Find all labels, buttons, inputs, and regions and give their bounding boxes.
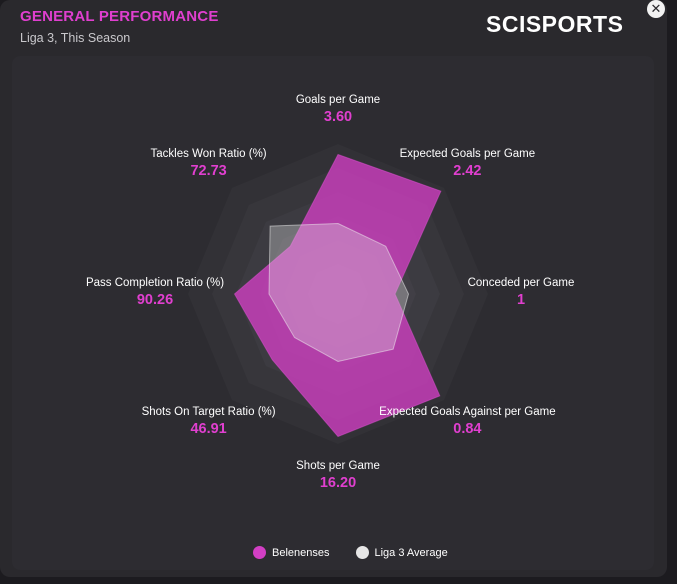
axis-label-3: Conceded per Game 1 (411, 277, 631, 308)
brand-logo: SCISPORTS (486, 11, 624, 37)
radar-series (233, 153, 442, 438)
series-liga-3-average[interactable] (268, 222, 410, 363)
axis-value: 2.42 (453, 162, 482, 179)
axis-label-2: Expected Goals per Game 2.42 (357, 148, 577, 179)
legend-swatch-belenenses (253, 546, 266, 559)
axis-value: 16.20 (319, 475, 357, 491)
axis-name: Conceded per Game (467, 277, 575, 289)
axis-value: 1 (516, 292, 526, 308)
axis-label-4: Expected Goals Against per Game 0.84 (357, 406, 577, 437)
axis-value: 90.26 (136, 292, 174, 308)
axis-label-6: Shots On Target Ratio (%) 46.91 (99, 406, 319, 437)
axis-value: 3.60 (323, 109, 353, 125)
axis-name: Expected Goals Against per Game (379, 406, 556, 419)
axis-value: 72.73 (190, 162, 227, 179)
axis-name: Goals per Game (295, 94, 381, 106)
axis-value: 0.84 (453, 421, 482, 438)
axis-label-1: Goals per Game 3.60 (228, 94, 448, 125)
close-icon[interactable]: ✕ (647, 0, 665, 18)
axis-name: Shots On Target Ratio (%) (141, 406, 276, 419)
legend: Belenenses Liga 3 Average (253, 546, 448, 559)
axis-label-7: Pass Completion Ratio (%) 90.26 (45, 277, 265, 308)
axis-label-8: Tackles Won Ratio (%) 72.73 (99, 148, 319, 179)
axis-name: Pass Completion Ratio (%) (85, 277, 225, 289)
axis-label-5: Shots per Game 16.20 (228, 460, 448, 491)
page-subtitle: Liga 3, This Season (20, 31, 131, 45)
legend-label-belenenses[interactable]: Belenenses (272, 546, 330, 559)
axis-value: 46.91 (190, 421, 227, 438)
series-belenenses[interactable] (233, 153, 442, 438)
axis-name: Tackles Won Ratio (%) (150, 147, 267, 160)
page-title: GENERAL PERFORMANCE (20, 8, 219, 25)
axis-name: Shots per Game (296, 460, 380, 472)
axis-name: Expected Goals per Game (399, 147, 536, 160)
legend-label-average[interactable]: Liga 3 Average (374, 546, 448, 559)
legend-swatch-average (355, 546, 369, 559)
